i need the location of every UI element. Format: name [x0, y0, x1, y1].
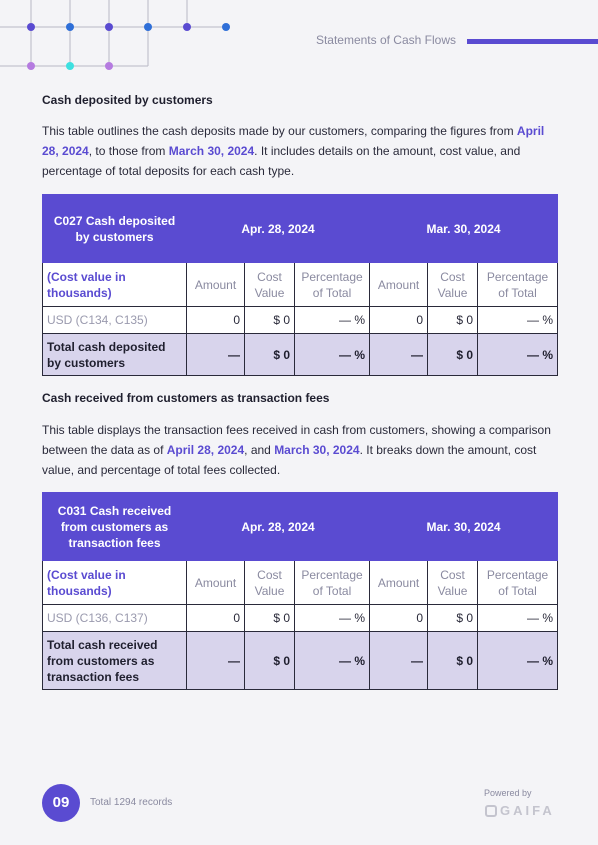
- period-header-prior: Mar. 30, 2024: [369, 492, 559, 561]
- header-title: Statements of Cash Flows: [315, 33, 456, 47]
- total-pct: — %: [477, 631, 559, 690]
- table-title-cell: C027 Cash deposited by customers: [42, 194, 187, 263]
- total-pct: — %: [293, 333, 371, 376]
- total-pct: — %: [293, 631, 371, 690]
- column-percentage: Percentage of Total: [293, 560, 371, 605]
- table-header-row: C031 Cash received from customers as tra…: [42, 492, 559, 561]
- para-text: . It includes details on the amount, cos…: [42, 144, 521, 178]
- cell-amount: 0: [186, 604, 245, 632]
- fees-table: C031 Cash received from customers as tra…: [42, 492, 559, 690]
- units-label: (Cost value in thousands): [42, 262, 187, 307]
- column-percentage: Percentage of Total: [293, 262, 371, 307]
- total-amount: —: [369, 631, 429, 690]
- cell-amount: 0: [369, 604, 429, 632]
- para-date-prior: March 30, 2024: [168, 144, 255, 158]
- header-accent-bar: [467, 39, 598, 44]
- powered-by-label: Powered by: [484, 788, 532, 798]
- cell-pct: — %: [477, 604, 559, 632]
- page-number-badge: 09: [42, 784, 80, 822]
- total-cost: $ 0: [427, 631, 479, 690]
- column-amount: Amount: [186, 262, 245, 307]
- table-title-cell: C031 Cash received from customers as tra…: [42, 492, 187, 561]
- table-header-row: C027 Cash deposited by customers Apr. 28…: [42, 194, 559, 263]
- column-header-row: (Cost value in thousands) Amount Cost Va…: [42, 262, 559, 307]
- row-label: USD (C136, C137): [42, 604, 187, 632]
- table-row: USD (C136, C137) 0 $ 0 — % 0 $ 0 — %: [42, 604, 559, 632]
- gaifa-logo-icon: [485, 805, 497, 817]
- brand-name: GAIFA: [500, 803, 555, 818]
- column-cost-value: Cost Value: [244, 560, 295, 605]
- brand-logo: GAIFA: [485, 803, 555, 818]
- units-label: (Cost value in thousands): [42, 560, 187, 605]
- column-cost-value: Cost Value: [427, 560, 479, 605]
- column-cost-value: Cost Value: [427, 262, 479, 307]
- period-header-prior: Mar. 30, 2024: [369, 194, 559, 263]
- para-date-current: April 28, 2024: [42, 124, 545, 158]
- total-label: Total cash received from customers as tr…: [42, 631, 187, 690]
- column-amount: Amount: [369, 262, 429, 307]
- column-amount: Amount: [186, 560, 245, 605]
- para-text: , and: [244, 443, 275, 457]
- column-amount: Amount: [369, 560, 429, 605]
- network-decoration-icon: [0, 0, 230, 70]
- para-text: , to those from: [88, 144, 169, 158]
- cell-amount: 0: [369, 306, 429, 334]
- total-row: Total cash received from customers as tr…: [42, 631, 559, 690]
- total-pct: — %: [477, 333, 559, 376]
- cell-pct: — %: [477, 306, 559, 334]
- period-header-current: Apr. 28, 2024: [185, 194, 371, 263]
- section-description-fees: This table displays the transaction fees…: [42, 420, 562, 480]
- column-header-row: (Cost value in thousands) Amount Cost Va…: [42, 560, 559, 605]
- cell-cost: $ 0: [427, 306, 479, 334]
- table-row: USD (C134, C135) 0 $ 0 — % 0 $ 0 — %: [42, 306, 559, 334]
- para-date-current: April 28, 2024: [166, 443, 245, 457]
- total-amount: —: [369, 333, 429, 376]
- total-label: Total cash deposited by customers: [42, 333, 187, 376]
- records-count: Total 1294 records: [90, 797, 173, 808]
- total-amount: —: [186, 333, 245, 376]
- cell-pct: — %: [293, 306, 371, 334]
- para-text: . It breaks down the amount, cost value,…: [42, 443, 537, 477]
- cell-cost: $ 0: [427, 604, 479, 632]
- total-amount: —: [186, 631, 245, 690]
- cell-cost: $ 0: [244, 604, 295, 632]
- column-percentage: Percentage of Total: [477, 560, 559, 605]
- cell-amount: 0: [186, 306, 245, 334]
- section-title-deposits: Cash deposited by customers: [42, 93, 213, 107]
- cell-pct: — %: [293, 604, 371, 632]
- total-row: Total cash deposited by customers — $ 0 …: [42, 333, 559, 376]
- total-cost: $ 0: [244, 333, 295, 376]
- cell-cost: $ 0: [244, 306, 295, 334]
- row-label: USD (C134, C135): [42, 306, 187, 334]
- para-date-prior: March 30, 2024: [274, 443, 360, 457]
- deposits-table: C027 Cash deposited by customers Apr. 28…: [42, 194, 559, 376]
- para-text: This table outlines the cash deposits ma…: [42, 124, 517, 138]
- column-cost-value: Cost Value: [244, 262, 295, 307]
- section-description-deposits: This table outlines the cash deposits ma…: [42, 121, 562, 181]
- total-cost: $ 0: [427, 333, 479, 376]
- period-header-current: Apr. 28, 2024: [185, 492, 371, 561]
- section-title-fees: Cash received from customers as transact…: [42, 391, 330, 405]
- total-cost: $ 0: [244, 631, 295, 690]
- para-text: This table displays the transaction fees…: [42, 423, 551, 457]
- column-percentage: Percentage of Total: [477, 262, 559, 307]
